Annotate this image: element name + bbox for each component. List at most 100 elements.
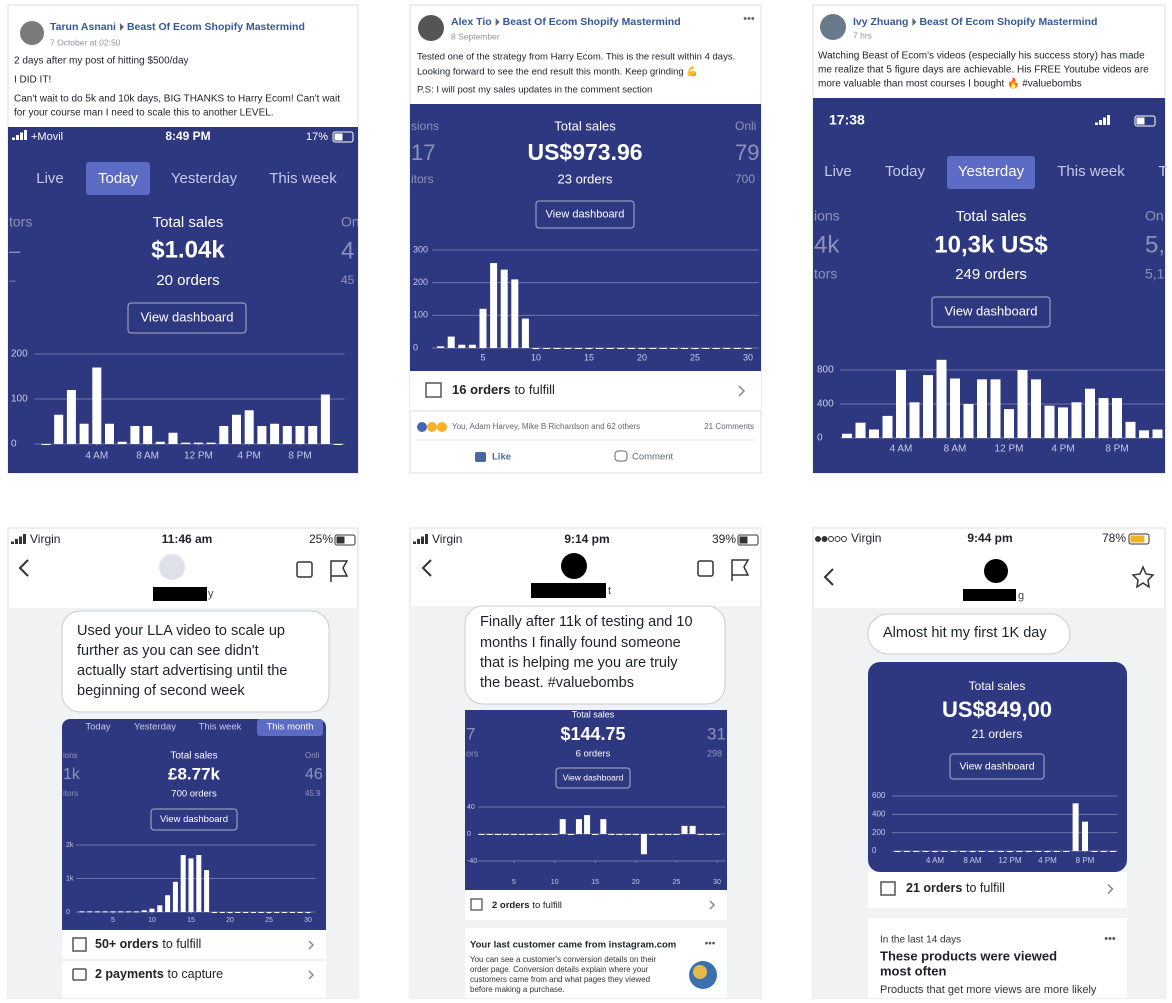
back-button[interactable] (421, 559, 432, 577)
message-bubble (867, 613, 1071, 655)
bar (305, 912, 311, 913)
like-button[interactable]: Like (492, 452, 511, 463)
bar (713, 834, 720, 835)
battery: 17% (306, 131, 328, 143)
message-text: Finally after 11k of testing and 10 (480, 614, 693, 630)
bar (697, 834, 704, 835)
sales-orders: 6 orders (576, 749, 611, 760)
bar (950, 378, 960, 438)
bar (188, 858, 194, 912)
more-menu: ••• (743, 13, 755, 25)
avatar (418, 15, 444, 41)
bar (527, 834, 534, 835)
bar (1035, 851, 1042, 852)
bar (479, 308, 487, 348)
signal-dot (821, 536, 828, 542)
signal-icon (421, 536, 424, 544)
globe-land (693, 965, 707, 979)
bar (1004, 409, 1014, 438)
y-tick-label: 0 (817, 433, 823, 444)
group: Beast Of Ecom Shopify Mastermind (503, 16, 681, 28)
bar (41, 444, 51, 445)
bar (608, 834, 615, 835)
row-rest: to fulfill (514, 382, 555, 397)
card-title: most often (880, 963, 947, 978)
video-icon (697, 560, 714, 577)
x-tick-label: 4 AM (85, 451, 108, 462)
card-text: customers came from and what pages they … (470, 975, 650, 984)
bar (219, 426, 229, 444)
back-button[interactable] (823, 568, 834, 586)
bar (1100, 851, 1107, 852)
bar (149, 908, 155, 912)
y-tick-label: 0 (413, 342, 418, 352)
bar (232, 414, 241, 444)
x-tick-label: 8 AM (944, 444, 967, 455)
bar (66, 390, 76, 444)
dashboard-button[interactable] (555, 767, 631, 789)
bar (640, 834, 647, 855)
row-rest: to fulfill (162, 937, 201, 951)
side-text: 4k (814, 231, 840, 258)
bar (458, 344, 466, 348)
bar (1044, 851, 1051, 852)
message-bubble (61, 610, 330, 713)
bar (564, 348, 572, 349)
dark-area (410, 104, 761, 371)
bar (1081, 821, 1088, 851)
x-tick-label: 4 AM (926, 856, 945, 865)
rows-area (62, 930, 326, 998)
sales-title: Total sales (956, 208, 1027, 225)
x-tick-label: 5 (480, 352, 485, 362)
y-tick-label: 0 (467, 831, 471, 838)
y-tick-label: 800 (817, 365, 834, 376)
dashboard-button[interactable] (127, 302, 247, 334)
bar (649, 834, 656, 835)
bar (235, 912, 241, 913)
carrier: Virgin (30, 532, 60, 546)
bar (1098, 398, 1109, 438)
post-text: Can't wait to do 5k and 10k days, BIG TH… (14, 94, 340, 105)
signal-icon (11, 541, 14, 544)
arrow-icon (912, 18, 917, 26)
battery-level (334, 133, 343, 141)
row-label: 50+ orders to fulfill (95, 937, 201, 951)
dashboard-button[interactable] (535, 200, 635, 229)
clock: 8:49 PM (165, 129, 210, 143)
tab: This week (269, 170, 337, 187)
side-text: 298 (707, 748, 722, 758)
bar (842, 433, 852, 438)
side-text: tors (814, 266, 837, 282)
tab: Today (885, 163, 926, 180)
bar (624, 834, 631, 835)
x-tick-label: 20 (637, 352, 647, 362)
side-text: 7 (466, 724, 475, 743)
fulfill-row (410, 371, 761, 411)
button-label: View dashboard (141, 309, 234, 324)
bar (1112, 398, 1122, 438)
group: Beast Of Ecom Shopify Mastermind (919, 16, 1097, 28)
battery-icon (737, 534, 759, 546)
bar (289, 912, 295, 913)
x-tick-label: 25 (265, 917, 273, 924)
author: Ivy Zhuang (853, 16, 908, 28)
x-tick-label: 4 AM (890, 444, 913, 455)
redaction (531, 583, 606, 598)
dashboard-button[interactable] (931, 296, 1051, 328)
sales-title: Total sales (153, 214, 224, 231)
tab: Yesterday (171, 170, 238, 187)
clock: 9:44 pm (967, 531, 1012, 545)
message-text: Used your LLA video to scale up (77, 623, 285, 639)
dashboard-button[interactable] (949, 753, 1045, 780)
dashboard-button[interactable] (150, 808, 238, 831)
avatar (20, 21, 44, 45)
fulfill-row (868, 872, 1127, 908)
back-button[interactable] (18, 559, 29, 577)
bar (600, 819, 607, 834)
message-text: beginning of second week (77, 683, 245, 699)
comment-button[interactable]: Comment (632, 452, 674, 463)
author: Tarun Asnani (50, 21, 116, 33)
bar (977, 379, 987, 438)
signal-icon (1107, 115, 1110, 125)
